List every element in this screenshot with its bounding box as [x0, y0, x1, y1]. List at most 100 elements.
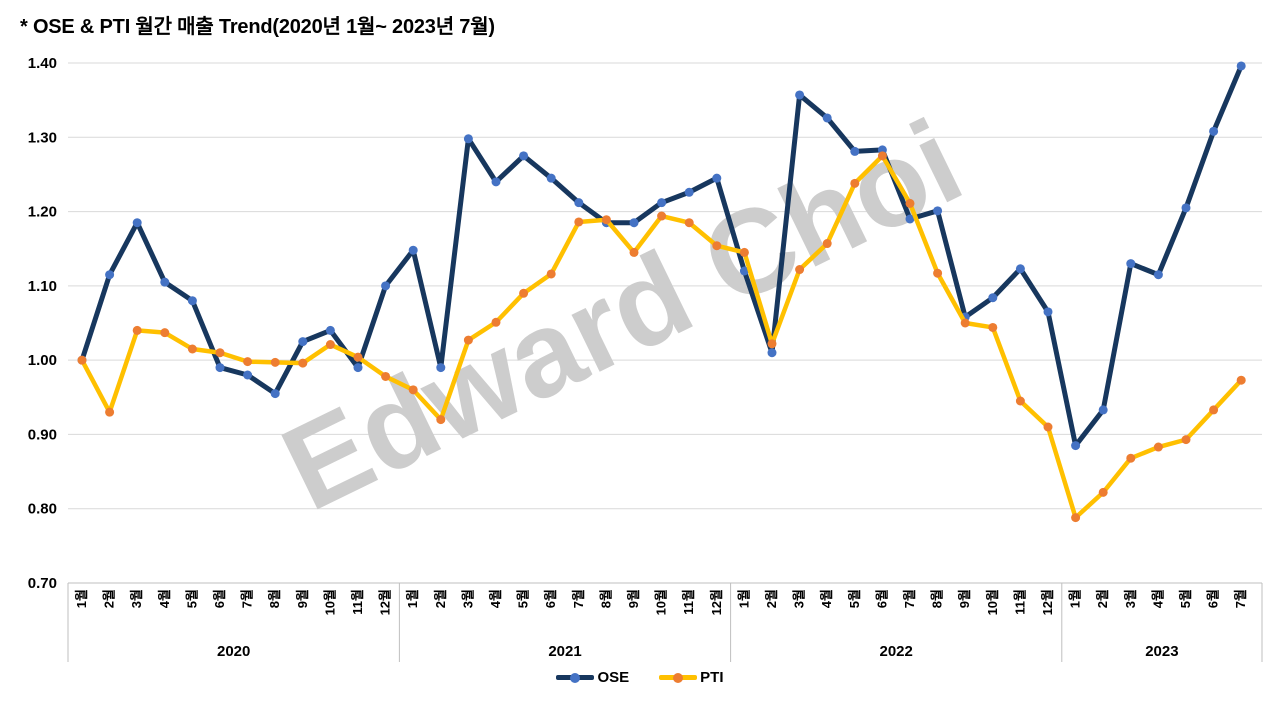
data-point-pti: [546, 269, 556, 279]
data-point-pti: [629, 247, 639, 257]
data-point-ose: [105, 270, 115, 280]
x-tick-label: 5월: [1178, 589, 1193, 608]
x-tick-label: 10월: [985, 589, 1000, 615]
data-point-pti: [270, 357, 280, 367]
x-tick-label: 5월: [847, 589, 862, 608]
y-tick-label: 0.90: [28, 426, 57, 443]
x-tick-label: 4월: [819, 589, 834, 608]
data-point-pti: [160, 328, 170, 338]
pti-line-swatch: [659, 672, 698, 683]
data-point-ose: [215, 363, 225, 373]
ose-legend-marker-icon: [570, 672, 581, 683]
x-tick-label: 3월: [792, 589, 807, 608]
data-point-ose: [463, 134, 473, 144]
data-point-ose: [519, 151, 529, 161]
data-point-pti: [767, 339, 777, 349]
data-point-ose: [381, 281, 391, 291]
x-tick-label: 8월: [598, 589, 613, 608]
data-point-pti: [684, 218, 694, 228]
year-label: 2022: [880, 643, 913, 660]
x-tick-label: 9월: [295, 589, 310, 608]
x-tick-label: 5월: [184, 589, 199, 608]
data-point-pti: [1209, 405, 1219, 415]
data-point-pti: [381, 371, 391, 381]
x-tick-label: 4월: [157, 589, 172, 608]
data-point-pti: [574, 217, 584, 227]
data-point-pti: [712, 241, 722, 251]
data-point-pti: [850, 178, 860, 188]
x-tick-label: 4월: [488, 589, 503, 608]
x-tick-label: 3월: [1123, 589, 1138, 608]
x-tick-label: 6월: [874, 589, 889, 608]
data-point-ose: [905, 214, 915, 224]
data-point-ose: [988, 293, 998, 303]
data-point-pti: [491, 317, 501, 327]
data-point-ose: [546, 173, 556, 183]
x-tick-label: 2월: [764, 589, 779, 608]
year-label: 2021: [548, 643, 581, 660]
data-point-ose: [1209, 126, 1219, 136]
data-point-pti: [1043, 422, 1053, 432]
watermark-text: Edward Choi: [263, 94, 981, 536]
data-point-pti: [77, 355, 87, 365]
x-tick-label: 12월: [709, 589, 724, 615]
data-point-ose: [1153, 270, 1163, 280]
pti-legend-marker-icon: [673, 672, 684, 683]
data-point-ose: [491, 177, 501, 187]
x-tick-label: 2월: [1095, 589, 1110, 608]
legend-item-ose: OSE: [556, 669, 629, 686]
x-tick-label: 9월: [626, 589, 641, 608]
x-tick-label: 2월: [102, 589, 117, 608]
ose-line-swatch: [556, 672, 595, 683]
data-point-pti: [933, 268, 943, 278]
x-tick-label: 8월: [930, 589, 945, 608]
data-point-ose: [243, 370, 253, 380]
x-tick-label: 1월: [405, 589, 420, 608]
data-point-pti: [436, 415, 446, 425]
data-point-ose: [795, 90, 805, 100]
data-point-pti: [739, 247, 749, 257]
data-point-ose: [408, 245, 418, 255]
x-tick-label: 11월: [350, 589, 365, 615]
data-point-ose: [933, 206, 943, 216]
data-point-pti: [822, 239, 832, 249]
data-point-ose: [739, 266, 749, 276]
data-point-ose: [684, 187, 694, 197]
data-point-ose: [850, 146, 860, 156]
data-point-pti: [988, 322, 998, 332]
data-point-pti: [1236, 375, 1246, 385]
data-point-pti: [1071, 513, 1081, 523]
data-point-ose: [822, 113, 832, 123]
x-tick-label: 11월: [1012, 589, 1027, 615]
x-tick-label: 12월: [378, 589, 393, 615]
data-point-ose: [353, 363, 363, 373]
data-point-pti: [877, 151, 887, 161]
data-point-pti: [519, 288, 529, 298]
y-tick-label: 1.30: [28, 129, 57, 146]
data-point-ose: [436, 363, 446, 373]
legend: OSE PTI: [0, 669, 1280, 686]
x-tick-label: 7월: [902, 589, 917, 608]
data-point-pti: [105, 407, 115, 417]
x-tick-label: 1월: [74, 589, 89, 608]
data-point-pti: [601, 215, 611, 225]
data-point-ose: [629, 218, 639, 228]
year-label: 2020: [217, 643, 250, 660]
x-tick-label: 9월: [957, 589, 972, 608]
x-tick-label: 11월: [681, 589, 696, 615]
data-point-ose: [1043, 307, 1053, 317]
data-point-pti: [1153, 442, 1163, 452]
x-tick-label: 10월: [654, 589, 669, 615]
y-tick-label: 1.10: [28, 278, 57, 295]
x-tick-label: 8월: [267, 589, 282, 608]
data-point-pti: [353, 352, 363, 362]
data-point-pti: [1098, 487, 1108, 497]
data-point-pti: [298, 358, 308, 368]
x-tick-label: 1월: [736, 589, 751, 608]
data-point-pti: [215, 348, 225, 358]
x-tick-label: 1월: [1068, 589, 1083, 608]
chart-title: * OSE & PTI 월간 매출 Trend(2020년 1월~ 2023년 …: [20, 16, 495, 38]
data-point-pti: [1015, 396, 1025, 406]
data-point-pti: [408, 385, 418, 395]
